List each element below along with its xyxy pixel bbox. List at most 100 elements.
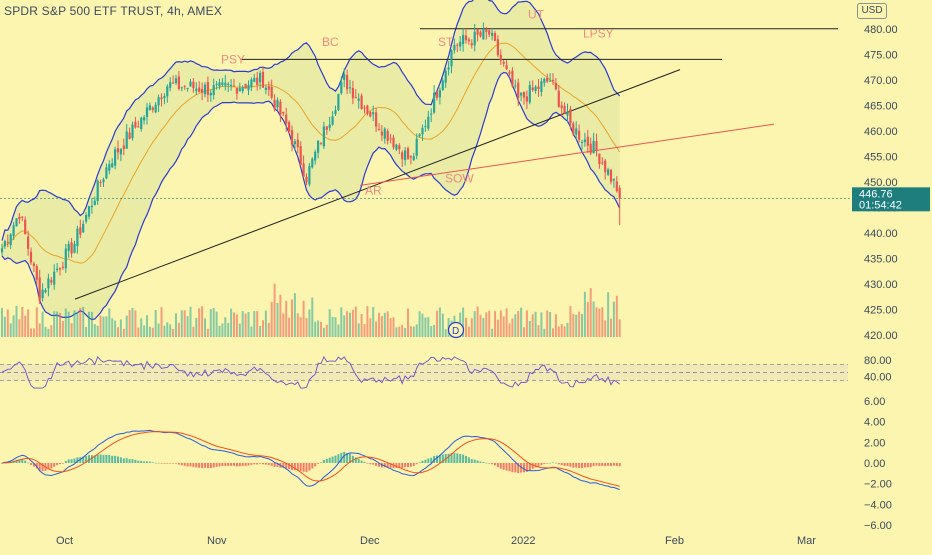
candle-body (418, 134, 421, 137)
macd-histogram-bar (206, 463, 209, 469)
candle-body (337, 94, 340, 111)
volume-bar (427, 317, 430, 337)
candle-body (346, 75, 349, 90)
macd-histogram-bar (494, 463, 496, 466)
candle-body (174, 78, 178, 84)
volume-bar (418, 311, 421, 337)
volume-bar (537, 325, 540, 337)
volume-bar (514, 314, 517, 337)
macd-histogram-bar (366, 463, 369, 464)
candle-body (505, 65, 508, 69)
candle-body (267, 86, 270, 90)
candle-body (447, 67, 450, 70)
candle-body (560, 105, 563, 109)
candle-body (430, 113, 433, 115)
volume-bar (409, 326, 412, 337)
macd-histogram-bar (27, 462, 30, 464)
macd-histogram-bar (459, 454, 462, 463)
candle-body (288, 122, 291, 132)
candle-body (363, 107, 366, 109)
macd-histogram-bar (88, 455, 90, 463)
candle-body (79, 227, 82, 235)
volume-bar (85, 327, 88, 337)
candle-body (73, 243, 76, 253)
macd-histogram-bar (320, 462, 322, 463)
macd-histogram-bar (73, 458, 76, 463)
candle-body (366, 105, 369, 114)
volume-bar (328, 309, 331, 337)
volume-bar (531, 314, 534, 337)
candle-body (566, 111, 569, 116)
macd-histogram-bar (575, 463, 578, 468)
macd-histogram-bar (35, 463, 38, 469)
macd-histogram-bar (250, 463, 253, 465)
candle-body (493, 32, 497, 41)
candle-body (308, 165, 311, 185)
volume-bar (198, 308, 201, 337)
volume-bar (421, 313, 424, 337)
macd-histogram-bar (398, 463, 401, 468)
macd-histogram-bar (517, 463, 520, 474)
price-badge-countdown: 01:54:42 (859, 199, 902, 211)
macd-histogram-bar (47, 463, 50, 470)
macd-histogram-bar (108, 455, 111, 463)
macd-histogram-bar (235, 463, 238, 467)
volume-bar (444, 329, 447, 337)
candle-body (134, 121, 137, 128)
macd-histogram-bar (554, 462, 557, 464)
macd-histogram-bar (354, 457, 357, 463)
candle-body (348, 87, 352, 89)
wyckoff-label: ST (438, 35, 454, 49)
volume-bar (172, 329, 175, 337)
volume-bar (485, 312, 488, 337)
macd-histogram-bar (96, 454, 99, 463)
macd-histogram-bar (610, 463, 612, 467)
macd-histogram-bar (601, 463, 604, 466)
macd-histogram-bar (485, 462, 488, 464)
volume-bar (70, 323, 73, 337)
volume-bar (578, 311, 581, 337)
volume-bar (615, 295, 618, 337)
candle-body (415, 138, 418, 156)
macd-histogram-bar (418, 462, 421, 464)
macd-histogram-bar (331, 456, 334, 463)
macd-histogram-bar (592, 463, 595, 466)
candle-body (232, 85, 236, 87)
volume-bar (360, 313, 363, 337)
volume-bar (291, 299, 293, 337)
volume-bar (566, 322, 569, 337)
volume-bar (337, 324, 340, 337)
candle-body (151, 107, 154, 110)
candle-body (488, 30, 491, 35)
macd-histogram-bar (134, 459, 137, 463)
candle-body (285, 114, 288, 124)
candle-body (595, 141, 598, 151)
macd-histogram-bar (256, 463, 259, 465)
volume-bar (288, 317, 291, 337)
macd-histogram-bar (111, 455, 114, 463)
candle-body (575, 128, 578, 135)
macd-histogram-bar (105, 454, 108, 463)
time-axis-label: Nov (207, 535, 227, 547)
volume-bar (221, 323, 224, 337)
candle-body (499, 54, 502, 61)
wyckoff-label: LPSY (583, 26, 614, 40)
macd-histogram-bar (201, 463, 204, 469)
macd-histogram-bar (612, 463, 615, 466)
volume-bar (482, 317, 485, 337)
volume-bar (523, 327, 525, 337)
candle-body (406, 148, 410, 159)
volume-bar (53, 311, 56, 337)
volume-bar (612, 301, 615, 337)
price-axis-tick: 425.00 (864, 304, 898, 316)
macd-histogram-bar (349, 453, 351, 463)
currency-button[interactable]: USD (857, 3, 887, 19)
macd-histogram-bar (375, 463, 378, 466)
macd-histogram-bar (119, 457, 122, 463)
volume-bar (183, 310, 186, 337)
trendline-red (359, 123, 775, 186)
candle-body (238, 88, 241, 92)
macd-histogram-bar (412, 463, 415, 466)
chart-title: SPDR S&P 500 ETF TRUST, 4h, AMEX (4, 4, 223, 18)
